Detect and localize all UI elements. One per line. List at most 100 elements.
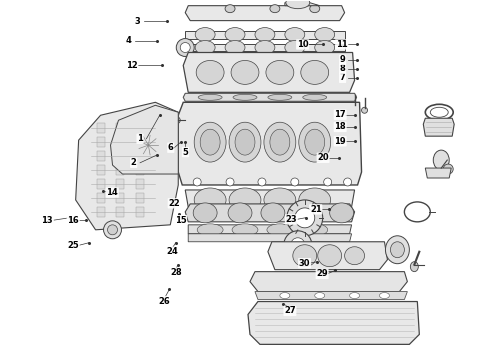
- Text: 17: 17: [334, 110, 346, 119]
- Ellipse shape: [299, 122, 331, 162]
- Ellipse shape: [303, 94, 327, 100]
- Ellipse shape: [301, 60, 329, 84]
- Ellipse shape: [344, 247, 365, 265]
- Ellipse shape: [318, 245, 342, 267]
- Text: 27: 27: [284, 306, 296, 315]
- Ellipse shape: [228, 203, 252, 223]
- Ellipse shape: [225, 5, 235, 13]
- Text: 25: 25: [67, 241, 79, 250]
- Text: 3: 3: [135, 17, 141, 26]
- Ellipse shape: [231, 60, 259, 84]
- Text: 5: 5: [182, 148, 188, 157]
- Polygon shape: [75, 102, 178, 230]
- Ellipse shape: [261, 203, 285, 223]
- Ellipse shape: [194, 188, 226, 212]
- Text: 11: 11: [336, 40, 347, 49]
- Ellipse shape: [226, 178, 234, 186]
- Bar: [117, 179, 124, 189]
- Ellipse shape: [255, 41, 275, 54]
- Polygon shape: [185, 44, 344, 51]
- Ellipse shape: [200, 129, 220, 155]
- Ellipse shape: [258, 178, 266, 186]
- Text: 6: 6: [168, 143, 174, 152]
- Ellipse shape: [302, 224, 328, 236]
- Text: 28: 28: [170, 268, 181, 277]
- Polygon shape: [285, 3, 319, 6]
- Ellipse shape: [315, 41, 335, 54]
- Ellipse shape: [295, 208, 315, 228]
- Ellipse shape: [379, 293, 390, 298]
- Bar: [97, 193, 104, 203]
- Text: 20: 20: [318, 153, 329, 162]
- Ellipse shape: [270, 5, 280, 13]
- Bar: [97, 207, 104, 217]
- Text: 29: 29: [317, 269, 328, 278]
- Ellipse shape: [232, 224, 258, 236]
- Ellipse shape: [391, 242, 404, 258]
- Text: 24: 24: [166, 247, 178, 256]
- Polygon shape: [183, 53, 355, 92]
- Polygon shape: [178, 102, 362, 185]
- Ellipse shape: [291, 178, 299, 186]
- Ellipse shape: [134, 131, 162, 159]
- Bar: [117, 193, 124, 203]
- Bar: [136, 207, 145, 217]
- Text: 26: 26: [159, 297, 171, 306]
- Ellipse shape: [103, 221, 122, 239]
- Polygon shape: [250, 272, 407, 292]
- Polygon shape: [185, 190, 355, 207]
- Ellipse shape: [296, 203, 319, 223]
- Polygon shape: [111, 105, 178, 174]
- Bar: [136, 179, 145, 189]
- Polygon shape: [185, 204, 355, 222]
- Ellipse shape: [291, 238, 305, 252]
- Ellipse shape: [287, 200, 323, 236]
- Ellipse shape: [315, 28, 335, 41]
- Ellipse shape: [350, 104, 359, 110]
- Text: 14: 14: [106, 188, 118, 197]
- Ellipse shape: [349, 293, 360, 298]
- Ellipse shape: [270, 129, 290, 155]
- Text: 30: 30: [299, 259, 310, 268]
- Polygon shape: [425, 168, 451, 178]
- Polygon shape: [185, 31, 344, 39]
- Ellipse shape: [299, 188, 331, 212]
- Ellipse shape: [324, 178, 332, 186]
- Polygon shape: [423, 118, 454, 136]
- Text: 22: 22: [169, 199, 180, 208]
- Ellipse shape: [268, 94, 292, 100]
- Text: 8: 8: [340, 64, 345, 73]
- Bar: [117, 151, 124, 161]
- Ellipse shape: [293, 245, 317, 267]
- Bar: [97, 165, 104, 175]
- Text: 4: 4: [126, 36, 132, 45]
- Ellipse shape: [330, 203, 354, 223]
- Text: 13: 13: [42, 216, 53, 225]
- Polygon shape: [185, 6, 344, 21]
- Ellipse shape: [286, 0, 310, 9]
- Bar: [117, 137, 124, 147]
- Bar: [97, 151, 104, 161]
- Ellipse shape: [267, 224, 293, 236]
- Bar: [136, 137, 145, 147]
- Ellipse shape: [107, 225, 118, 235]
- Text: 18: 18: [334, 122, 346, 131]
- Ellipse shape: [362, 107, 368, 113]
- Ellipse shape: [280, 293, 290, 298]
- Ellipse shape: [229, 188, 261, 212]
- Bar: [117, 207, 124, 217]
- Ellipse shape: [235, 129, 255, 155]
- Polygon shape: [268, 242, 388, 270]
- Ellipse shape: [285, 28, 305, 41]
- Ellipse shape: [305, 129, 325, 155]
- Ellipse shape: [410, 262, 418, 272]
- Ellipse shape: [193, 178, 201, 186]
- Bar: [136, 165, 145, 175]
- Ellipse shape: [195, 41, 215, 54]
- Ellipse shape: [343, 178, 352, 186]
- Ellipse shape: [284, 231, 312, 259]
- Text: 12: 12: [126, 61, 138, 70]
- Polygon shape: [248, 302, 419, 345]
- Ellipse shape: [194, 122, 226, 162]
- Ellipse shape: [386, 236, 409, 264]
